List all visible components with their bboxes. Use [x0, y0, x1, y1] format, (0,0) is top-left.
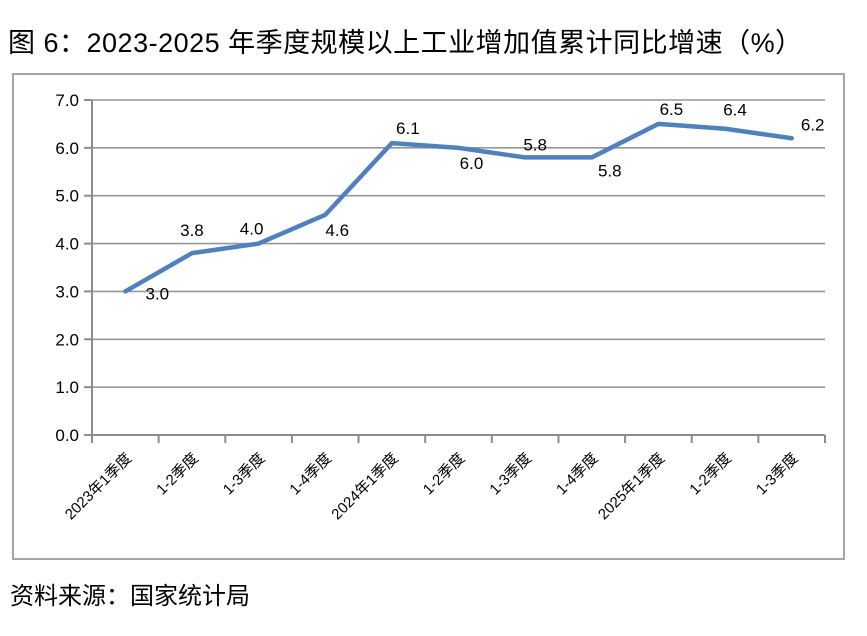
- data-point-label: 6.1: [396, 119, 420, 138]
- x-axis-tick-label: 1-2季度: [686, 450, 735, 499]
- data-point-label: 5.8: [523, 135, 547, 154]
- data-point-label: 6.4: [723, 101, 747, 120]
- x-axis-tick-label: 2024年1季度: [328, 450, 401, 523]
- y-axis-tick-label: 6.0: [55, 139, 79, 158]
- data-point-label: 3.0: [145, 284, 169, 303]
- x-axis-tick-label: 1-3季度: [220, 450, 269, 499]
- data-point-label: 4.0: [240, 220, 264, 239]
- y-axis-tick-label: 4.0: [55, 235, 79, 254]
- x-axis-tick-label: 1-4季度: [553, 450, 602, 499]
- data-series-line: [123, 121, 794, 294]
- x-axis-tick-label: 1-2季度: [420, 450, 469, 499]
- y-axis-tick-label: 0.0: [55, 426, 79, 445]
- figure-title: 图 6：2023-2025 年季度规模以上工业增加值累计同比增速（%）: [8, 28, 803, 58]
- y-axis-tick-label: 2.0: [55, 330, 79, 349]
- x-axis-tick-label: 1-3季度: [486, 450, 535, 499]
- y-axis-tick-label: 5.0: [55, 187, 79, 206]
- x-axis-tick-label: 2023年1季度: [62, 450, 135, 523]
- x-axis-tick-label: 1-2季度: [153, 450, 202, 499]
- data-point-label: 3.8: [180, 221, 204, 240]
- source-note: 资料来源：国家统计局: [10, 583, 250, 610]
- x-axis-tick-label: 1-4季度: [286, 450, 335, 499]
- x-axis-tick-label: 1-3季度: [753, 450, 802, 499]
- y-axis-tick-label: 3.0: [55, 282, 79, 301]
- chart-frame: 0.0 1.0 2.0 3.0 4.0 5.0 6.0 7.0 2023年1季度 1-2季度 1-3…: [12, 73, 845, 560]
- y-axis-tick-label: 1.0: [55, 378, 79, 397]
- data-point-label: 6.5: [660, 100, 684, 119]
- data-point-label: 6.0: [460, 154, 484, 173]
- line-chart: 0.0 1.0 2.0 3.0 4.0 5.0 6.0 7.0 2023年1季度 1-2季度 1-3…: [55, 91, 826, 523]
- x-axis-tick-label: 2025年1季度: [595, 450, 668, 523]
- data-point-label: 6.2: [801, 115, 825, 134]
- y-axis-tick-label: 7.0: [55, 91, 79, 110]
- data-point-label: 5.8: [598, 161, 622, 180]
- data-point-label: 4.6: [325, 221, 349, 240]
